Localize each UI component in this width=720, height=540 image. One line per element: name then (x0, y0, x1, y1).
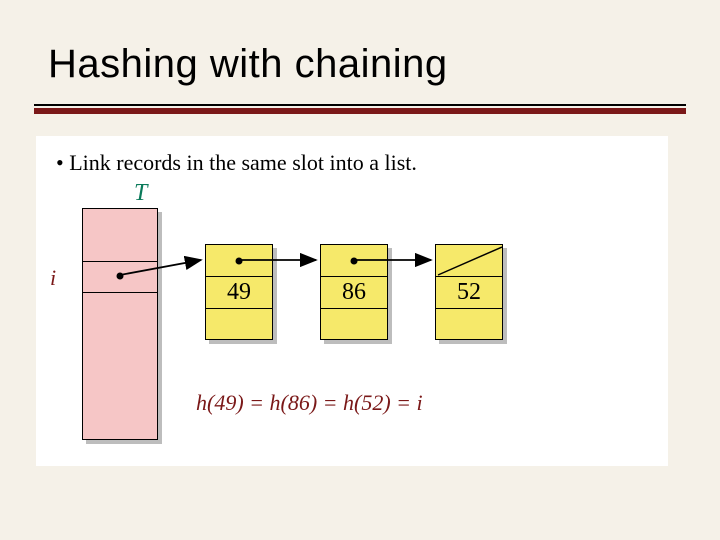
null-slash-icon (436, 245, 502, 276)
title-underline (34, 104, 686, 114)
slide-title: Hashing with chaining (48, 42, 448, 87)
chain-node-pointer-cell (321, 245, 387, 277)
chain-node-value: 86 (321, 277, 387, 309)
hash-table-body (82, 208, 158, 440)
table-label: T (134, 180, 147, 207)
hash-table-slot-i-pointer-dot (117, 273, 124, 280)
pointer-dot (351, 258, 358, 265)
chain-node-pointer-cell (436, 245, 502, 277)
chain-node-pointer-cell (206, 245, 272, 277)
pointer-dot (236, 258, 243, 265)
chain-node-value: 49 (206, 277, 272, 309)
chain-node-body: 86 (320, 244, 388, 340)
chain-node-0: 49 (205, 244, 273, 340)
hash-table (82, 208, 158, 440)
index-label: i (50, 265, 56, 291)
chain-node-2: 52 (435, 244, 503, 340)
diagram-area: • Link records in the same slot into a l… (36, 136, 668, 466)
chain-node-1: 86 (320, 244, 388, 340)
hash-equation: h(49) = h(86) = h(52) = i (196, 390, 423, 416)
chain-node-value: 52 (436, 277, 502, 309)
chain-node-body: 52 (435, 244, 503, 340)
bullet-text: • Link records in the same slot into a l… (56, 150, 417, 176)
chain-node-body: 49 (205, 244, 273, 340)
